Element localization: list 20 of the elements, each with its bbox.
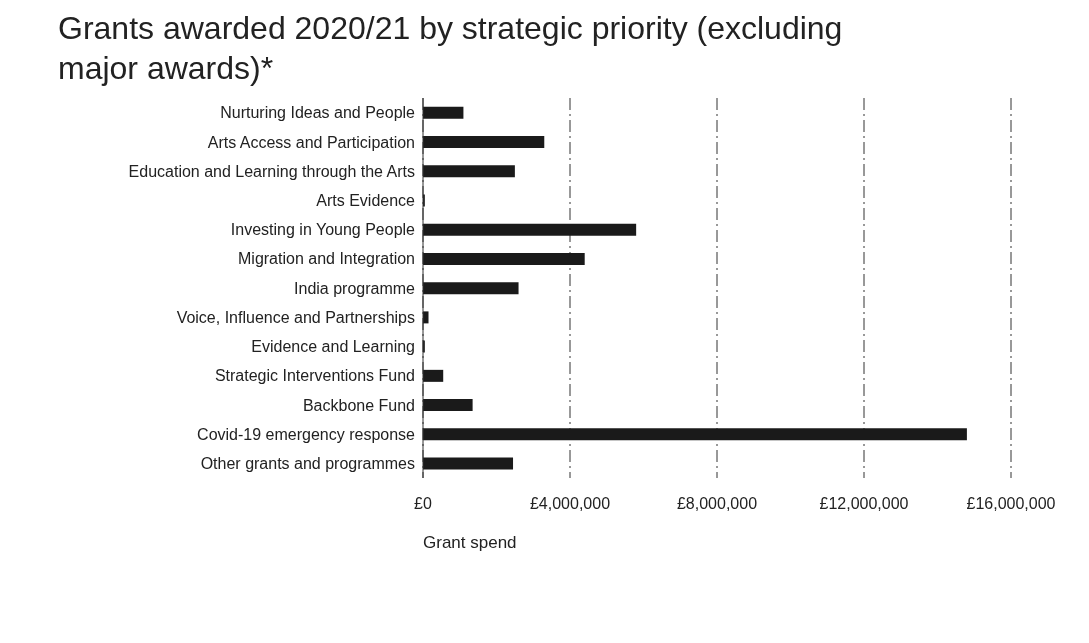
y-tick-label: Arts Evidence	[316, 191, 416, 209]
y-tick-label: Migration and Integration	[238, 250, 415, 268]
x-tick-label: £12,000,000	[819, 495, 909, 513]
y-tick-label: Strategic Interventions Fund	[214, 367, 415, 385]
y-tick-label: India programme	[294, 279, 416, 297]
y-tick-label: Nurturing Ideas and People	[220, 104, 416, 122]
y-tick-label: Education and Learning through the Arts	[128, 162, 415, 180]
y-tick-label: Investing in Young People	[230, 221, 416, 239]
chart-title: Grants awarded 2020/21 by strategic priority (excluding major awards)*	[58, 9, 844, 88]
y-tick-label: Evidence and Learning	[251, 338, 415, 356]
y-tick-label: Other grants and programmes	[200, 455, 415, 473]
y-tick-label: Covid-19 emergency response	[197, 425, 416, 443]
y-tick-label: Backbone Fund	[302, 396, 415, 414]
x-tick-label: £8,000,000	[676, 495, 758, 513]
x-tick-label: £16,000,000	[966, 495, 1056, 513]
y-tick-label: Voice, Influence and Partnerships	[176, 308, 415, 326]
x-tick-label: £0	[414, 495, 432, 513]
x-tick-label: £4,000,000	[529, 495, 611, 513]
x-axis-title: Grant spend	[423, 533, 517, 552]
y-tick-label: Arts Access and Participation	[207, 133, 415, 151]
